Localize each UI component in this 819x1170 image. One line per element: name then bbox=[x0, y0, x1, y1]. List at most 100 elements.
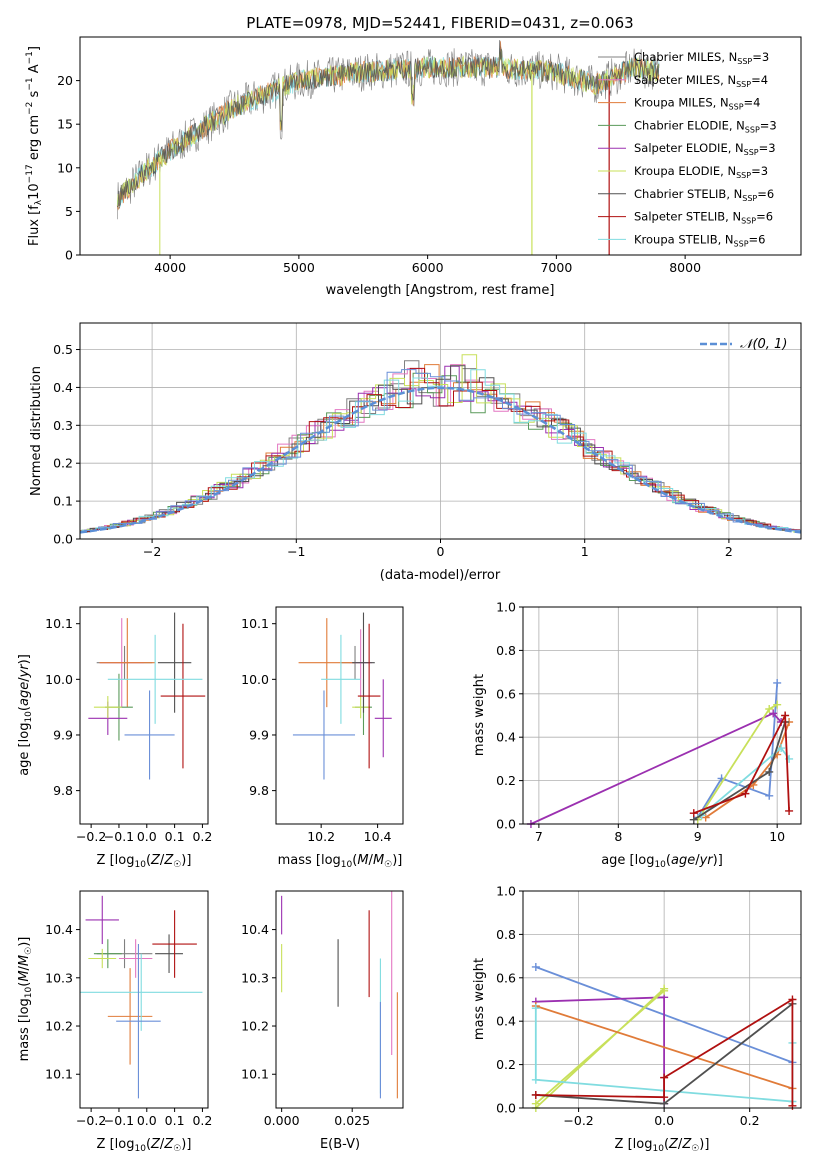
x-tick-label: −0.1 bbox=[104, 829, 134, 844]
residual-histogram-step bbox=[80, 367, 801, 533]
y-tick-label: 10.1 bbox=[241, 1067, 269, 1082]
mass-z-ylabel: mass [log10(M/M☉)] bbox=[17, 937, 34, 1062]
y-tick-label: 0.6 bbox=[496, 686, 516, 701]
x-tick-label: 0.0 bbox=[654, 1113, 674, 1128]
y-tick-label: 1.0 bbox=[496, 884, 516, 899]
weight-marker-salpeter-elodie bbox=[769, 709, 778, 718]
weight-marker-salpeter-stelib bbox=[660, 1073, 669, 1082]
weight-marker-kroupa-elodie bbox=[660, 986, 669, 995]
weight-line-salpeter-stelib bbox=[693, 712, 790, 814]
x-tick-label: 0.0 bbox=[137, 1113, 157, 1128]
age-z-xlabel: Z [log10(Z/Z☉)] bbox=[97, 853, 192, 870]
residual-plot-area bbox=[79, 323, 802, 540]
mass-ebv-xlabel: E(B-V) bbox=[320, 1137, 360, 1152]
y-tick-label: 10.3 bbox=[241, 970, 269, 985]
weight-marker-salpeter-stelib bbox=[785, 806, 794, 815]
weight-marker-salpeter-stelib bbox=[689, 809, 698, 818]
legend-label-salpeter-elodie: Salpeter ELODIE, NSSP=3 bbox=[634, 141, 776, 157]
weight-marker-kroupa-stelib bbox=[531, 1004, 540, 1013]
weight-z-ticks: −0.2 0.0 0.2 0.0 0.2 0.4 0.6 0.8 1.0 bbox=[496, 884, 760, 1129]
legend-label-gaussian: 𝒩(0, 1) bbox=[740, 337, 787, 352]
x-tick-label: 7 bbox=[535, 829, 543, 844]
x-tick-label: 0.1 bbox=[165, 1113, 185, 1128]
x-tick-label: 6000 bbox=[412, 260, 444, 275]
spectrum-ticks: 4000 5000 6000 7000 8000 0 5 10 15 20 bbox=[57, 73, 701, 275]
x-tick-label: −0.1 bbox=[104, 1113, 134, 1128]
spectrum-series-line bbox=[117, 40, 660, 208]
y-tick-label: 0.3 bbox=[53, 418, 73, 433]
y-tick-label: 9.9 bbox=[53, 727, 73, 742]
weight-marker-miles-blue bbox=[531, 962, 540, 971]
weight-z-ylabel: mass weight bbox=[472, 958, 487, 1040]
y-tick-label: 0.8 bbox=[496, 927, 516, 942]
x-tick-label: 0.0 bbox=[137, 829, 157, 844]
age-mass-xlabel: mass [log10(M/M☉)] bbox=[278, 853, 403, 870]
age-z-ylabel: age [log10(age/yr)] bbox=[17, 654, 34, 776]
y-tick-label: 10.0 bbox=[241, 672, 269, 687]
y-tick-label: 10.1 bbox=[241, 616, 269, 631]
spectrum-xlabel: wavelength [Angstrom, rest frame] bbox=[326, 283, 555, 298]
weight-marker-kroupa-elodie bbox=[773, 700, 782, 709]
y-tick-label: 0.0 bbox=[496, 1101, 516, 1116]
y-tick-label: 10 bbox=[57, 160, 73, 175]
residual-legend: 𝒩(0, 1) bbox=[700, 337, 787, 352]
weight-age-ylabel: mass weight bbox=[472, 674, 487, 756]
mass-z-ticks: −0.2−0.1 0.0 0.1 0.2 10.1 10.2 10.3 10.4 bbox=[45, 922, 212, 1128]
age-mass-ticks: 10.2 10.4 9.8 9.9 10.0 10.1 bbox=[241, 616, 391, 844]
y-tick-label: 10.4 bbox=[45, 922, 73, 937]
mass-z-xlabel: Z [log10(Z/Z☉)] bbox=[97, 1137, 192, 1154]
age-z-plot-area bbox=[88, 612, 206, 780]
weight-marker-salpeter-stelib bbox=[741, 789, 750, 798]
age-z-frame bbox=[79, 606, 209, 825]
y-tick-label: 0.4 bbox=[496, 1014, 516, 1029]
y-tick-label: 15 bbox=[57, 117, 73, 132]
weight-marker-kroupa-stelib bbox=[777, 744, 786, 753]
y-tick-label: 0.2 bbox=[496, 1057, 516, 1072]
mass-ebv-ticks: 0.000 0.025 10.1 10.2 10.3 10.4 bbox=[241, 922, 370, 1128]
x-tick-label: −0.2 bbox=[76, 1113, 106, 1128]
spectrum-legend: Chabrier MILES, NSSP=3 Salpeter MILES, NS… bbox=[598, 50, 777, 248]
y-tick-label: 0.1 bbox=[53, 494, 73, 509]
weight-marker-salpeter-stelib bbox=[660, 1093, 669, 1102]
y-tick-label: 0.2 bbox=[53, 456, 73, 471]
x-tick-label: 0.025 bbox=[334, 1113, 370, 1128]
x-tick-label: 0.2 bbox=[740, 1113, 760, 1128]
weight-z-frame bbox=[522, 890, 802, 1109]
mass-z-frame bbox=[79, 890, 209, 1109]
residual-histogram-step bbox=[84, 369, 801, 531]
legend-label-kroupa-stelib: Kroupa STELIB, NSSP=6 bbox=[634, 232, 765, 248]
x-tick-label: 0 bbox=[437, 544, 445, 559]
y-tick-label: 0.6 bbox=[496, 970, 516, 985]
x-tick-label: 10.2 bbox=[307, 829, 335, 844]
y-tick-label: 0.8 bbox=[496, 643, 516, 658]
gaussian-curve bbox=[79, 386, 802, 534]
weight-marker-salpeter-stelib bbox=[788, 995, 797, 1004]
y-tick-label: 0.2 bbox=[496, 773, 516, 788]
y-tick-label: 10.1 bbox=[45, 1067, 73, 1082]
y-tick-label: 10.2 bbox=[241, 1019, 269, 1034]
weight-marker-salpeter-stelib bbox=[531, 1090, 540, 1099]
legend-label-kroupa-miles: Kroupa MILES, NSSP=4 bbox=[634, 96, 760, 112]
mass-ebv-frame bbox=[275, 890, 404, 1109]
y-tick-label: 0.0 bbox=[53, 532, 73, 547]
x-tick-label: −0.2 bbox=[76, 829, 106, 844]
y-tick-label: 0 bbox=[65, 248, 73, 263]
spectrum-ylabel: Flux [fλ10−17 erg cm−2 s−1 A−1] bbox=[25, 46, 44, 246]
weight-marker-kroupa-stelib bbox=[531, 1075, 540, 1084]
weight-z-xlabel: Z [log10(Z/Z☉)] bbox=[615, 1137, 710, 1154]
y-tick-label: 0.5 bbox=[53, 342, 73, 357]
y-tick-label: 10.4 bbox=[241, 922, 269, 937]
weight-marker-miles-blue bbox=[765, 791, 774, 800]
x-tick-label: 4000 bbox=[154, 260, 186, 275]
weight-line-kroupa-miles bbox=[535, 1005, 793, 1090]
y-tick-label: 9.9 bbox=[249, 727, 269, 742]
y-tick-label: 0.4 bbox=[53, 380, 73, 395]
x-tick-label: 10 bbox=[769, 829, 785, 844]
y-tick-label: 9.8 bbox=[53, 783, 73, 798]
x-tick-label: 0.1 bbox=[165, 829, 185, 844]
y-tick-label: 10.0 bbox=[45, 672, 73, 687]
weight-marker-salpeter-stelib bbox=[788, 1101, 797, 1110]
legend-label-chabrier-elodie: Chabrier ELODIE, NSSP=3 bbox=[634, 118, 777, 134]
age-mass-plot-area bbox=[292, 612, 392, 780]
residual-ticks: −2 −1 0 1 2 0.0 0.1 0.2 0.3 0.4 0.5 bbox=[53, 342, 733, 559]
